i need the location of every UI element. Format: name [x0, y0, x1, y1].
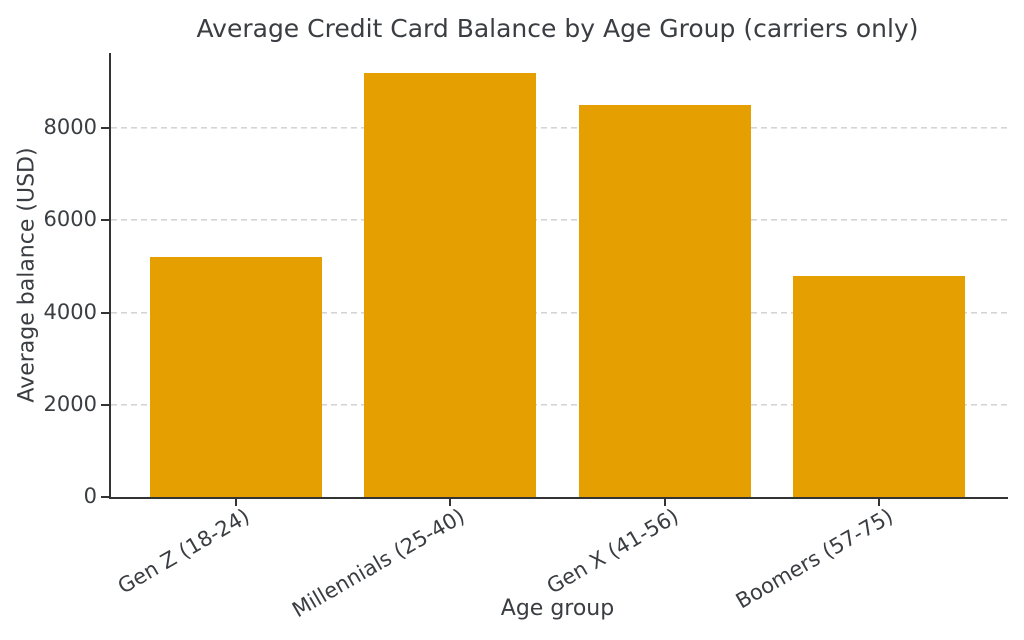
y-tick-label-0: 0	[83, 484, 97, 509]
x-tick-mark-4	[877, 499, 880, 506]
bar-boomers-57-75	[792, 275, 965, 497]
y-tick-mark-2000	[101, 403, 109, 406]
y-axis-label: Average balance (USD)	[14, 147, 40, 403]
y-tick-label-4000: 4000	[43, 299, 97, 324]
y-tick-mark-0	[101, 496, 109, 498]
plot-area	[109, 53, 1008, 506]
y-tick-mark-8000	[101, 127, 109, 130]
bar-gen-z-18-24	[150, 257, 322, 497]
bar-gen-x-41-56	[578, 105, 751, 497]
y-tick-label-6000: 6000	[43, 207, 97, 232]
gridline-y8000	[111, 127, 1008, 130]
gridline-y4000	[111, 311, 1008, 314]
y-tick-mark-6000	[101, 219, 109, 222]
bar-millennials-25-40	[364, 72, 537, 497]
y-tick-label-2000: 2000	[43, 391, 97, 416]
gridline-y2000	[111, 403, 1008, 406]
chart-title: Average Credit Card Balance by Age Group…	[196, 14, 919, 43]
y-tick-mark-4000	[101, 311, 109, 314]
x-tick-mark-1	[235, 499, 237, 506]
x-tick-mark-3	[663, 499, 666, 506]
y-tick-label-8000: 8000	[43, 115, 97, 140]
x-tick-label-1: Gen Z (18-24)	[114, 504, 254, 599]
gridline-y6000	[111, 219, 1008, 222]
x-axis-label: Age group	[500, 596, 615, 621]
x-tick-label-3: Gen X (41-56)	[542, 504, 683, 599]
x-tick-mark-2	[449, 499, 452, 506]
